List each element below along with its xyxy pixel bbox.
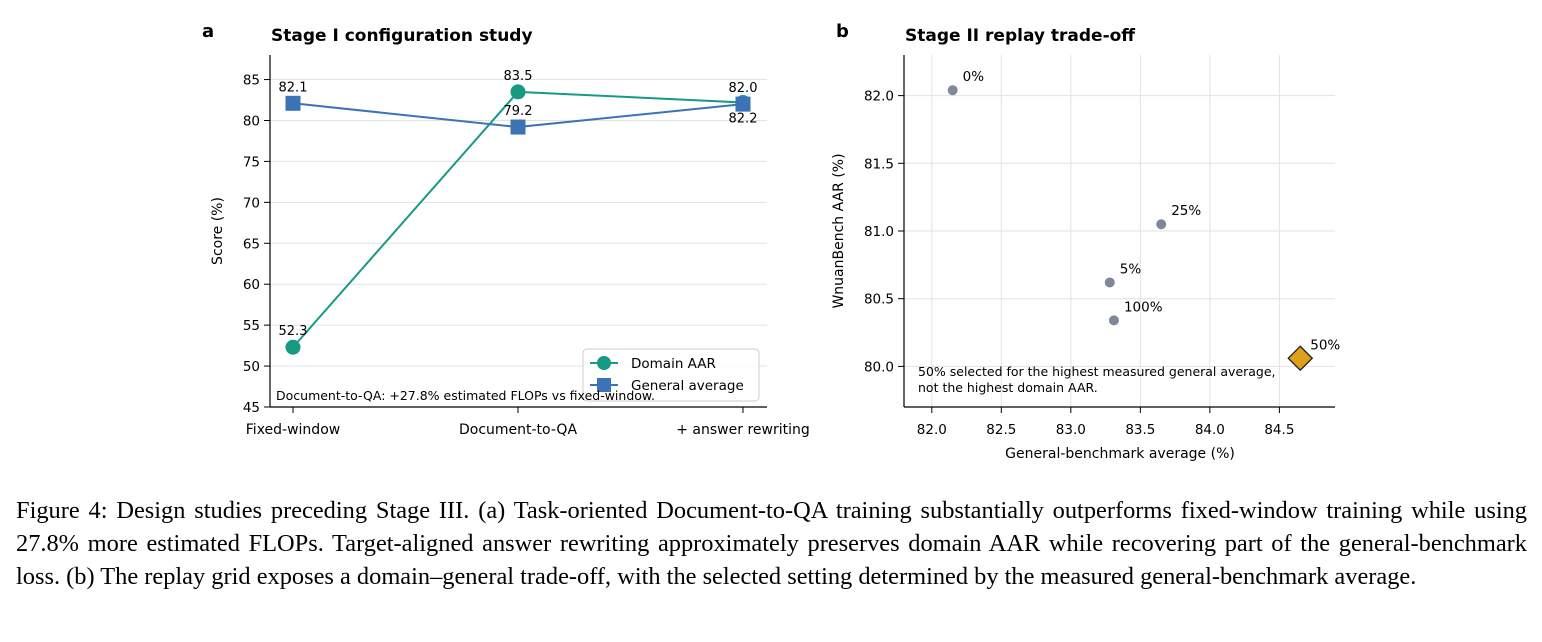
data-point bbox=[1156, 219, 1167, 230]
panel-b-points: 0% 5% 25% 100% 50% bbox=[947, 69, 1340, 372]
panel-a-annotation: Document-to-QA: +27.8% estimated FLOPs v… bbox=[276, 388, 655, 403]
point-label: 5% bbox=[1120, 261, 1142, 277]
panel-a-title: Stage I configuration study bbox=[271, 26, 533, 46]
x-tick-label: 82.5 bbox=[986, 422, 1016, 438]
panel-a-y-label: Score (%) bbox=[210, 197, 226, 265]
point-label: 25% bbox=[1171, 203, 1201, 219]
y-tick-label: 75 bbox=[243, 154, 260, 170]
y-tick-label: 80.0 bbox=[864, 359, 894, 375]
y-tick-label: 65 bbox=[243, 236, 260, 252]
y-tick-label: 55 bbox=[243, 318, 260, 334]
panel-b-letter: b bbox=[836, 21, 849, 42]
x-tick-label: 84.5 bbox=[1264, 422, 1294, 438]
data-label: 52.3 bbox=[279, 324, 308, 339]
data-point bbox=[510, 119, 526, 135]
legend-label-general: General average bbox=[631, 378, 744, 394]
legend-marker-general bbox=[597, 378, 611, 392]
panel-a-gridlines bbox=[270, 79, 767, 367]
legend-marker-domain bbox=[597, 356, 611, 370]
panel-b-x-ticks: 82.0 82.5 83.0 83.5 84.0 84.5 bbox=[917, 407, 1294, 438]
panel-b-y-label: WnuanBench AAR (%) bbox=[831, 153, 847, 308]
panel-a: a Stage I configuration study 45 50 55 60 65… bbox=[202, 21, 810, 438]
figure-caption: Figure 4: Design studies preceding Stage… bbox=[16, 497, 1527, 590]
y-tick-label: 80 bbox=[243, 113, 260, 129]
panel-a-series: 52.3 83.5 82.2 82.1 79.2 82.0 bbox=[279, 69, 758, 355]
panel-b-x-label: General-benchmark average (%) bbox=[1005, 446, 1235, 462]
point-label: 100% bbox=[1124, 299, 1163, 315]
legend-label-domain: Domain AAR bbox=[631, 356, 716, 372]
data-point bbox=[735, 96, 751, 112]
panel-a-legend: Domain AAR General average bbox=[582, 348, 760, 402]
data-point bbox=[285, 95, 301, 111]
y-tick-label: 81.5 bbox=[864, 156, 894, 172]
y-tick-label: 45 bbox=[243, 400, 260, 416]
figure-canvas: a Stage I configuration study 45 50 55 60 65… bbox=[202, 21, 1340, 462]
y-tick-label: 81.0 bbox=[864, 224, 894, 240]
y-tick-label: 50 bbox=[243, 359, 260, 375]
y-tick-label: 70 bbox=[243, 195, 260, 211]
panel-a-x-ticks: Fixed-window Document-to-QA + answer rewri… bbox=[246, 407, 810, 438]
x-tick-label: 84.0 bbox=[1195, 422, 1225, 438]
x-tick-label: 83.5 bbox=[1125, 422, 1155, 438]
panel-b: b Stage II replay trade-off 80.0 80.5 81.0… bbox=[831, 21, 1340, 462]
data-label: 82.1 bbox=[279, 80, 308, 95]
y-tick-label: 60 bbox=[243, 277, 260, 293]
data-label: 82.2 bbox=[729, 111, 758, 126]
data-point-selected bbox=[1287, 345, 1314, 372]
data-point bbox=[285, 339, 301, 355]
y-tick-label: 80.5 bbox=[864, 292, 894, 308]
data-label: 79.2 bbox=[504, 104, 533, 119]
panel-b-annotation-line-1: 50% selected for the highest measured ge… bbox=[918, 364, 1276, 379]
x-tick-label: Fixed-window bbox=[246, 422, 340, 438]
panel-a-y-ticks: 45 50 55 60 65 70 75 80 85 bbox=[243, 73, 270, 416]
panel-b-gridlines bbox=[904, 55, 1335, 407]
y-tick-label: 85 bbox=[243, 73, 260, 89]
point-label: 0% bbox=[963, 69, 985, 85]
x-tick-label: 82.0 bbox=[917, 422, 947, 438]
x-tick-label: 83.0 bbox=[1056, 422, 1086, 438]
panel-b-annotation-line-2: not the highest domain AAR. bbox=[918, 380, 1098, 395]
legend-box bbox=[582, 348, 760, 402]
data-point bbox=[510, 84, 526, 100]
x-tick-label: + answer rewriting bbox=[676, 422, 810, 438]
data-label: 83.5 bbox=[504, 69, 533, 84]
data-label: 82.0 bbox=[729, 81, 758, 96]
x-tick-label: Document-to-QA bbox=[459, 422, 577, 438]
data-point bbox=[1104, 277, 1115, 288]
panel-a-letter: a bbox=[202, 21, 214, 42]
panel-b-title: Stage II replay trade-off bbox=[905, 26, 1135, 46]
data-point bbox=[1108, 315, 1119, 326]
y-tick-label: 82.0 bbox=[864, 89, 894, 105]
point-label: 50% bbox=[1310, 337, 1340, 353]
panel-b-y-ticks: 80.0 80.5 81.0 81.5 82.0 bbox=[864, 89, 904, 375]
data-point bbox=[947, 85, 958, 96]
